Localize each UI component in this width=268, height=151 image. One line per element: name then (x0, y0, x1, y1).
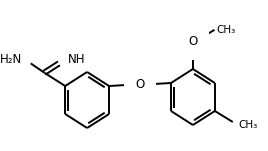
Text: NH: NH (68, 53, 85, 66)
Text: O: O (135, 78, 145, 91)
Text: O: O (188, 35, 198, 48)
Text: CH₃: CH₃ (216, 25, 236, 35)
Text: CH₃: CH₃ (238, 120, 258, 130)
Text: H₂N: H₂N (0, 53, 22, 66)
